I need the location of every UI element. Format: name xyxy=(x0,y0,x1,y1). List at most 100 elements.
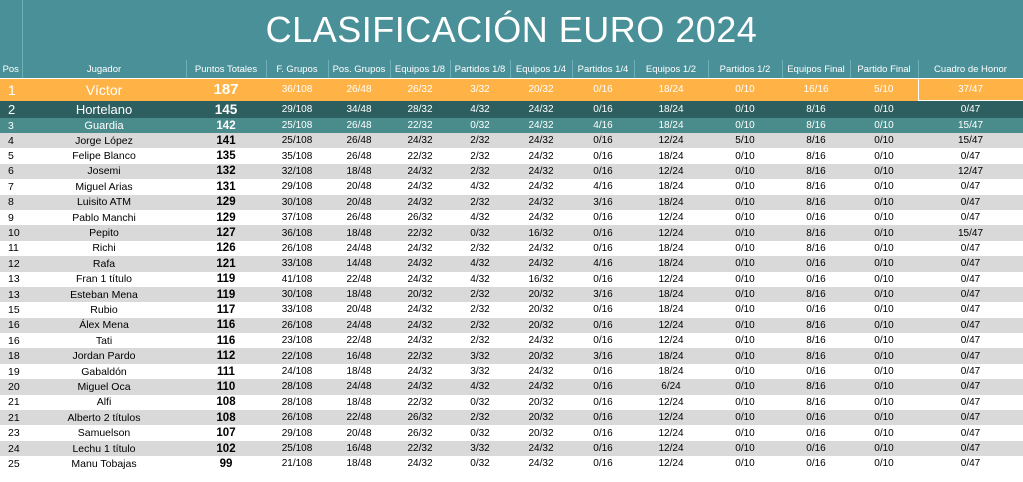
cell-matches-r16[interactable]: 4/32 xyxy=(450,256,510,272)
cell-group-position[interactable]: 18/48 xyxy=(328,286,390,303)
banner-left-cell[interactable] xyxy=(0,0,23,60)
cell-matches-r16[interactable]: 2/32 xyxy=(450,133,510,149)
cell-match-final[interactable]: 0/10 xyxy=(850,194,918,210)
column-header[interactable]: Partidos 1/2 xyxy=(708,60,783,79)
cell-pos[interactable]: 7 xyxy=(0,179,22,195)
cell-matches-qf[interactable]: 0/16 xyxy=(572,271,634,287)
cell-teams-final[interactable]: 8/16 xyxy=(782,286,850,303)
cell-hall-of-fame[interactable]: 12/47 xyxy=(918,163,1023,180)
cell-match-final[interactable]: 0/10 xyxy=(850,333,918,349)
cell-matches-r16[interactable]: 4/32 xyxy=(450,271,510,287)
cell-group-position[interactable]: 16/48 xyxy=(328,348,390,364)
cell-player[interactable]: Guardia xyxy=(22,118,186,133)
cell-matches-r16[interactable]: 3/32 xyxy=(450,78,510,101)
cell-teams-qf[interactable]: 20/32 xyxy=(510,317,572,334)
cell-group-phase[interactable]: 26/108 xyxy=(266,410,328,426)
cell-total-points[interactable]: 126 xyxy=(186,240,266,257)
cell-teams-sf[interactable]: 18/24 xyxy=(634,100,708,118)
cell-player[interactable]: Fran 1 título xyxy=(22,271,186,287)
cell-match-final[interactable]: 0/10 xyxy=(850,225,918,241)
cell-teams-sf[interactable]: 18/24 xyxy=(634,194,708,210)
cell-hall-of-fame[interactable]: 0/47 xyxy=(918,456,1023,472)
cell-pos[interactable]: 21 xyxy=(0,410,22,426)
cell-group-position[interactable]: 20/48 xyxy=(328,194,390,210)
cell-hall-of-fame[interactable]: 0/47 xyxy=(918,379,1023,395)
cell-teams-qf[interactable]: 24/32 xyxy=(510,209,572,226)
cell-teams-qf[interactable]: 16/32 xyxy=(510,225,572,241)
cell-teams-sf[interactable]: 18/24 xyxy=(634,302,708,318)
cell-matches-sf[interactable]: 0/10 xyxy=(708,410,782,426)
cell-teams-final[interactable]: 0/16 xyxy=(782,440,850,457)
cell-matches-qf[interactable]: 0/16 xyxy=(572,225,634,241)
cell-matches-qf[interactable]: 3/16 xyxy=(572,194,634,210)
column-header[interactable]: Partidos 1/4 xyxy=(572,60,635,79)
cell-pos[interactable]: 12 xyxy=(0,256,22,272)
cell-matches-sf[interactable]: 0/10 xyxy=(708,100,782,118)
cell-player[interactable]: Tati xyxy=(22,333,186,349)
cell-teams-qf[interactable]: 24/32 xyxy=(510,100,572,118)
cell-match-final[interactable]: 0/10 xyxy=(850,379,918,395)
cell-teams-sf[interactable]: 12/24 xyxy=(634,225,708,241)
cell-pos[interactable]: 11 xyxy=(0,240,22,257)
cell-matches-sf[interactable]: 0/10 xyxy=(708,379,782,395)
cell-player[interactable]: Miguel Arias xyxy=(22,179,186,195)
cell-group-phase[interactable]: 28/108 xyxy=(266,394,328,411)
cell-teams-r16[interactable]: 24/32 xyxy=(390,456,450,472)
cell-teams-qf[interactable]: 24/32 xyxy=(510,133,572,149)
cell-pos[interactable]: 16 xyxy=(0,317,22,334)
cell-pos[interactable]: 5 xyxy=(0,148,22,164)
cell-total-points[interactable]: 131 xyxy=(186,179,266,195)
cell-group-phase[interactable]: 25/108 xyxy=(266,133,328,149)
cell-matches-qf[interactable]: 0/16 xyxy=(572,148,634,164)
cell-teams-sf[interactable]: 12/24 xyxy=(634,209,708,226)
cell-hall-of-fame[interactable]: 0/47 xyxy=(918,240,1023,257)
cell-teams-sf[interactable]: 12/24 xyxy=(634,456,708,472)
cell-teams-final[interactable]: 8/16 xyxy=(782,194,850,210)
cell-teams-sf[interactable]: 12/24 xyxy=(634,133,708,149)
cell-teams-final[interactable]: 0/16 xyxy=(782,256,850,272)
cell-matches-qf[interactable]: 4/16 xyxy=(572,256,634,272)
cell-hall-of-fame[interactable]: 0/47 xyxy=(918,410,1023,426)
column-header[interactable]: Cuadro de Honor xyxy=(918,60,1023,79)
cell-group-phase[interactable]: 23/108 xyxy=(266,333,328,349)
cell-match-final[interactable]: 0/10 xyxy=(850,163,918,180)
cell-match-final[interactable]: 0/10 xyxy=(850,410,918,426)
cell-total-points[interactable]: 187 xyxy=(186,78,266,101)
cell-teams-r16[interactable]: 22/32 xyxy=(390,225,450,241)
cell-group-position[interactable]: 22/48 xyxy=(328,410,390,426)
cell-matches-sf[interactable]: 5/10 xyxy=(708,133,782,149)
cell-matches-sf[interactable]: 0/10 xyxy=(708,440,782,457)
cell-teams-qf[interactable]: 20/32 xyxy=(510,302,572,318)
cell-matches-sf[interactable]: 0/10 xyxy=(708,209,782,226)
cell-player[interactable]: Pepito xyxy=(22,225,186,241)
column-header[interactable]: F. Grupos xyxy=(266,60,329,79)
cell-teams-r16[interactable]: 24/32 xyxy=(390,302,450,318)
cell-teams-qf[interactable]: 24/32 xyxy=(510,179,572,195)
cell-matches-qf[interactable]: 0/16 xyxy=(572,302,634,318)
cell-pos[interactable]: 9 xyxy=(0,209,22,226)
cell-group-position[interactable]: 18/48 xyxy=(328,456,390,472)
cell-group-phase[interactable]: 30/108 xyxy=(266,286,328,303)
cell-teams-sf[interactable]: 18/24 xyxy=(634,78,708,101)
cell-match-final[interactable]: 5/10 xyxy=(850,78,918,101)
cell-group-position[interactable]: 26/48 xyxy=(328,133,390,149)
cell-teams-final[interactable]: 8/16 xyxy=(782,100,850,118)
cell-group-phase[interactable]: 33/108 xyxy=(266,256,328,272)
cell-matches-qf[interactable]: 0/16 xyxy=(572,363,634,380)
column-header[interactable]: Pos xyxy=(0,60,23,79)
cell-hall-of-fame[interactable]: 0/47 xyxy=(918,179,1023,195)
cell-matches-sf[interactable]: 0/10 xyxy=(708,118,782,133)
cell-teams-final[interactable]: 0/16 xyxy=(782,271,850,287)
cell-teams-sf[interactable]: 18/24 xyxy=(634,256,708,272)
cell-teams-qf[interactable]: 16/32 xyxy=(510,271,572,287)
cell-player[interactable]: Richi xyxy=(22,240,186,257)
cell-teams-qf[interactable]: 24/32 xyxy=(510,456,572,472)
cell-teams-r16[interactable]: 26/32 xyxy=(390,425,450,441)
cell-teams-final[interactable]: 16/16 xyxy=(782,78,850,101)
cell-total-points[interactable]: 132 xyxy=(186,163,266,180)
cell-matches-r16[interactable]: 4/32 xyxy=(450,179,510,195)
cell-matches-sf[interactable]: 0/10 xyxy=(708,456,782,472)
cell-teams-sf[interactable]: 12/24 xyxy=(634,163,708,180)
cell-teams-r16[interactable]: 22/32 xyxy=(390,394,450,411)
cell-group-phase[interactable]: 35/108 xyxy=(266,148,328,164)
